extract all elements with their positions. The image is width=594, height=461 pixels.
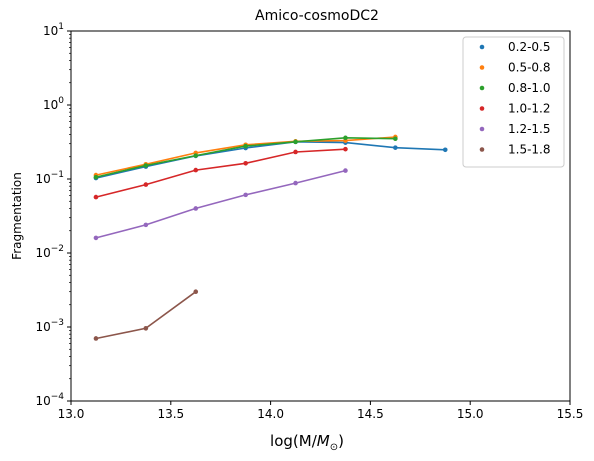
x-tick-label: 13.5: [157, 407, 184, 421]
data-point: [293, 149, 298, 155]
x-axis-title: log(M/M⊙): [270, 432, 344, 453]
data-point: [143, 163, 149, 168]
legend-marker: [479, 106, 485, 111]
legend-marker: [479, 85, 485, 91]
x-axis-ticks: 13.0 13.5 14.0 14.5 15.0 15.5: [58, 401, 584, 421]
legend-label: 1.2-1.5: [508, 122, 551, 136]
series-1.5-1.8: [93, 289, 199, 341]
data-point: [343, 168, 348, 173]
y-tick-base: 10: [43, 98, 58, 112]
y-tick-label: 10−1: [35, 170, 64, 186]
series-layer: [93, 134, 448, 341]
y-tick-exponent: −3: [51, 318, 64, 328]
y-tick-exponent: 1: [58, 22, 64, 32]
legend-box: [462, 36, 565, 168]
legend-marker: [479, 65, 485, 70]
y-tick-exponent: −4: [51, 392, 65, 402]
data-point: [393, 145, 398, 150]
data-point: [193, 167, 199, 173]
y-tick-base: 10: [35, 320, 50, 334]
legend-marker: [479, 126, 485, 132]
y-tick-label: 10−2: [35, 244, 64, 260]
x-axis-title-prefix: log(M/: [270, 432, 318, 450]
data-point: [343, 146, 348, 152]
y-tick-base: 10: [35, 394, 50, 408]
legend-label: 0.2-0.5: [508, 40, 551, 54]
y-tick-base: 10: [43, 24, 58, 38]
series-1.2-1.5: [93, 168, 348, 241]
y-tick-exponent: −2: [51, 244, 64, 254]
series-1.0-1.2: [93, 146, 348, 200]
data-point: [243, 192, 248, 198]
y-tick-label: 10−4: [35, 392, 64, 408]
series-line: [95, 140, 446, 179]
data-point: [243, 160, 248, 166]
x-tick-label: 13.0: [58, 407, 85, 421]
data-point: [293, 180, 298, 186]
y-tick-base: 10: [35, 246, 50, 260]
data-point: [343, 135, 348, 141]
data-point: [442, 147, 448, 153]
x-axis-title-close: ): [338, 432, 344, 450]
data-point: [193, 153, 199, 158]
data-point: [143, 326, 149, 331]
x-tick-label: 14.0: [257, 407, 284, 421]
data-point: [143, 222, 149, 228]
legend-label: 1.5-1.8: [508, 143, 551, 157]
y-tick-label: 100: [43, 96, 64, 112]
data-point: [93, 336, 99, 341]
legend-label: 0.5-0.8: [508, 61, 551, 75]
x-tick-label: 15.0: [457, 407, 484, 421]
y-axis-title: Fragmentation: [10, 172, 24, 260]
x-tick-label: 14.5: [357, 407, 384, 421]
series-line: [95, 169, 346, 239]
x-axis-title-m: M: [317, 432, 330, 450]
data-point: [293, 139, 298, 145]
legend-label: 0.8-1.0: [508, 81, 551, 95]
legend-label: 1.0-1.2: [508, 102, 551, 116]
plot-border: [70, 30, 571, 402]
y-tick-base: 10: [35, 172, 50, 186]
series-line: [95, 148, 346, 198]
data-point: [193, 289, 199, 294]
series-0.8-1.0: [93, 135, 398, 180]
legend: 0.2-0.5 0.5-0.8 0.8-1.0 1.0-1.2 1.2-1.5 1.5-1…: [462, 36, 565, 168]
y-tick-label: 10−3: [35, 318, 64, 334]
data-point: [393, 136, 398, 142]
x-axis-title-sub: ⊙: [330, 442, 338, 453]
data-point: [143, 182, 149, 187]
data-point: [93, 235, 99, 241]
legend-marker: [479, 147, 485, 152]
data-point: [93, 194, 99, 200]
data-point: [93, 174, 99, 180]
y-tick-exponent: 0: [58, 96, 64, 106]
y-tick-exponent: −1: [51, 170, 64, 180]
legend-marker: [479, 44, 485, 50]
chart-title: Amico-cosmoDC2: [255, 8, 379, 24]
y-tick-label: 101: [43, 22, 64, 38]
data-point: [243, 143, 248, 149]
x-tick-label: 15.5: [557, 407, 584, 421]
data-point: [193, 206, 199, 211]
